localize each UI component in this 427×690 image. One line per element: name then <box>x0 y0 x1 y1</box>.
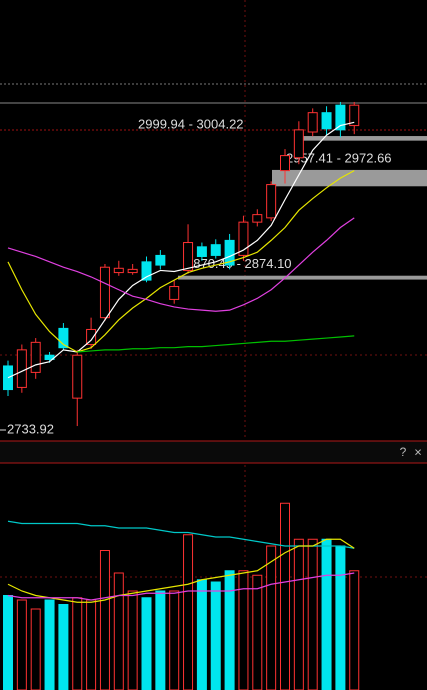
candle-body <box>321 112 332 130</box>
zone-label: 2870.49 - 2874.10 <box>186 256 292 271</box>
volume-bar <box>44 599 55 690</box>
volume-bar <box>141 597 152 690</box>
volume-bar <box>86 599 97 690</box>
volume-bar <box>280 502 290 690</box>
candle-body <box>349 104 360 127</box>
volume-bar <box>16 599 27 690</box>
volume-bar <box>72 597 83 690</box>
volume-bar <box>252 574 263 690</box>
volume-bar <box>349 570 360 690</box>
volume-bar <box>113 572 124 690</box>
moving-average <box>7 217 355 312</box>
volume-bar <box>183 534 194 690</box>
volume-bar <box>58 604 69 690</box>
zone-label: 2999.94 - 3004.22 <box>138 116 244 131</box>
panel-header <box>0 441 427 463</box>
candle-body <box>196 246 207 257</box>
candle-body <box>30 341 41 373</box>
moving-average <box>7 121 355 379</box>
volume-bar <box>169 590 180 690</box>
candle-body <box>183 242 194 271</box>
candle-body <box>252 214 263 223</box>
volume-bar <box>335 545 346 690</box>
candle-body <box>238 221 249 256</box>
volume-bar <box>321 538 332 690</box>
candle-body <box>86 328 97 345</box>
moving-average <box>7 170 355 353</box>
gap-zone <box>272 169 427 187</box>
gap-zone <box>178 275 427 280</box>
volume-bar <box>155 590 166 690</box>
candle-body <box>113 267 124 274</box>
volume-bar <box>3 595 13 690</box>
help-button[interactable]: ? <box>400 445 407 459</box>
candle-body <box>72 354 83 399</box>
candle-body <box>141 261 152 281</box>
volume-bar <box>293 538 304 690</box>
candle-body <box>335 104 346 131</box>
candle-body <box>16 349 27 388</box>
candle-body <box>266 184 277 219</box>
volume-bar <box>127 590 138 690</box>
volume-bar <box>266 545 277 690</box>
volume-bar <box>210 581 221 690</box>
low-label: 2733.92 <box>7 421 54 436</box>
volume-average <box>7 520 355 549</box>
moving-average <box>77 335 355 353</box>
volume-bar <box>196 579 207 690</box>
volume-bar <box>99 550 110 690</box>
candle-body <box>210 244 221 256</box>
candle-body <box>169 286 180 300</box>
candle-body <box>224 239 235 266</box>
candle-body <box>58 327 69 349</box>
candle-body <box>280 155 290 172</box>
candle-body <box>127 268 138 274</box>
candle-body <box>99 266 110 319</box>
candle-body <box>155 254 166 266</box>
candle-body <box>307 112 318 133</box>
volume-average <box>7 572 355 601</box>
zone-label: 2957.41 - 2972.66 <box>286 150 392 165</box>
volume-average <box>7 538 355 603</box>
close-button[interactable]: × <box>414 444 422 459</box>
volume-bar <box>307 538 318 690</box>
gap-zone <box>298 136 427 141</box>
volume-bar <box>30 608 41 690</box>
volume-bar <box>238 570 249 690</box>
volume-bar <box>224 570 235 690</box>
candle-body <box>293 129 304 159</box>
